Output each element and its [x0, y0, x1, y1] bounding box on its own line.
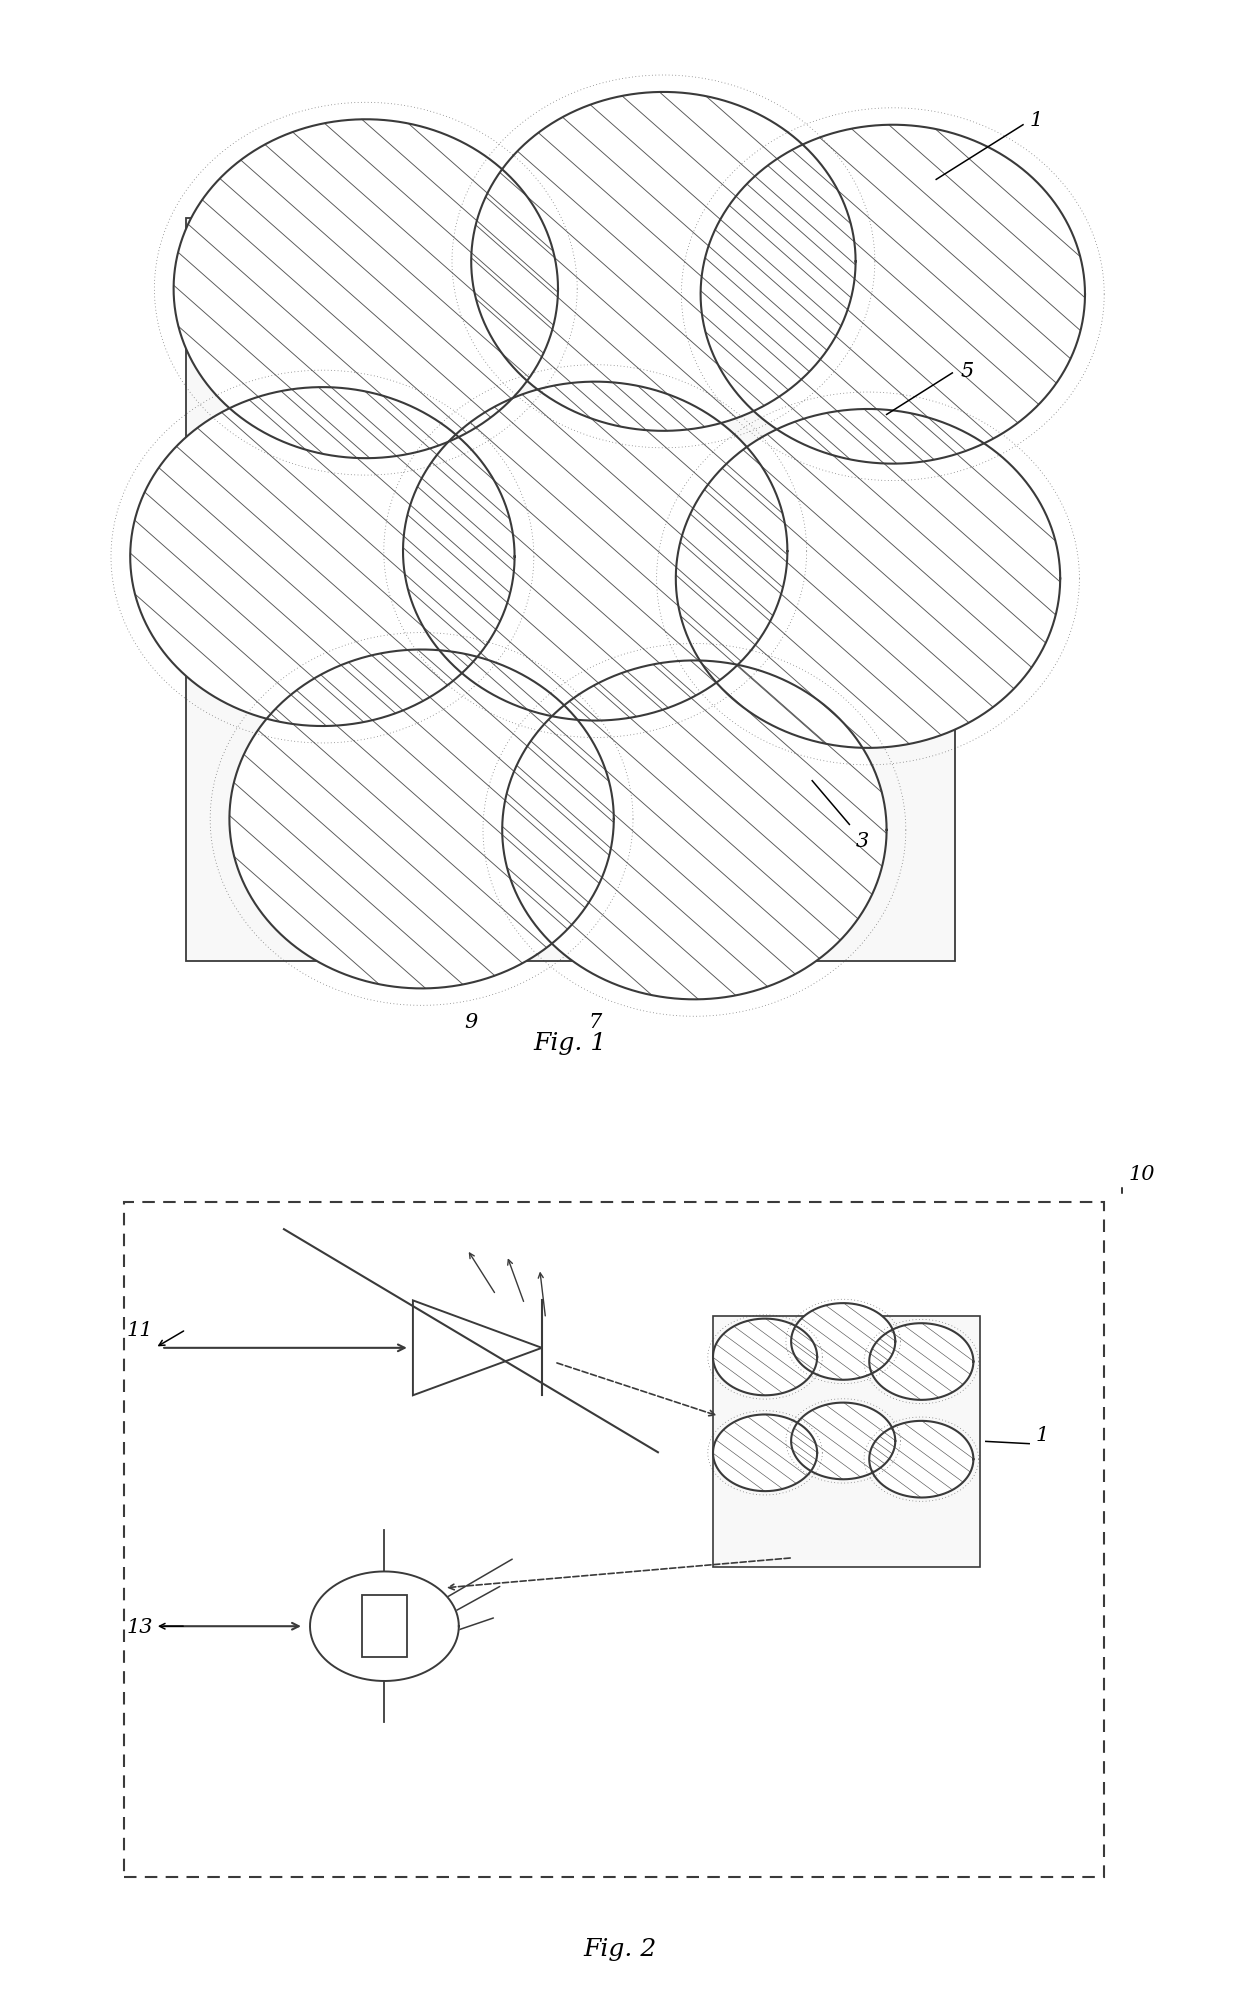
Bar: [124, 1203, 1104, 1877]
Polygon shape: [502, 662, 887, 1000]
Polygon shape: [130, 387, 515, 726]
Polygon shape: [791, 1404, 895, 1480]
Text: 1: 1: [1029, 110, 1043, 130]
Polygon shape: [676, 409, 1060, 748]
Bar: [186, 219, 955, 962]
Bar: [713, 1315, 980, 1568]
Polygon shape: [310, 1572, 459, 1680]
Text: Fig. 1: Fig. 1: [533, 1031, 608, 1055]
Polygon shape: [791, 1303, 895, 1379]
Polygon shape: [229, 650, 614, 988]
Polygon shape: [869, 1323, 973, 1399]
Text: 5: 5: [961, 363, 975, 381]
Polygon shape: [701, 126, 1085, 465]
Polygon shape: [403, 383, 787, 722]
Text: 1: 1: [1035, 1426, 1049, 1444]
Polygon shape: [713, 1319, 817, 1395]
Polygon shape: [471, 92, 856, 431]
Polygon shape: [174, 120, 558, 459]
Bar: [362, 1596, 407, 1658]
Text: Fig. 2: Fig. 2: [583, 1937, 657, 1959]
Text: 13: 13: [126, 1616, 153, 1636]
Text: 3: 3: [856, 832, 869, 850]
Text: 11: 11: [126, 1321, 153, 1339]
Text: 9: 9: [465, 1013, 477, 1031]
Polygon shape: [869, 1422, 973, 1498]
Text: 10: 10: [1128, 1165, 1154, 1183]
Polygon shape: [713, 1416, 817, 1492]
Text: 7: 7: [589, 1013, 601, 1031]
